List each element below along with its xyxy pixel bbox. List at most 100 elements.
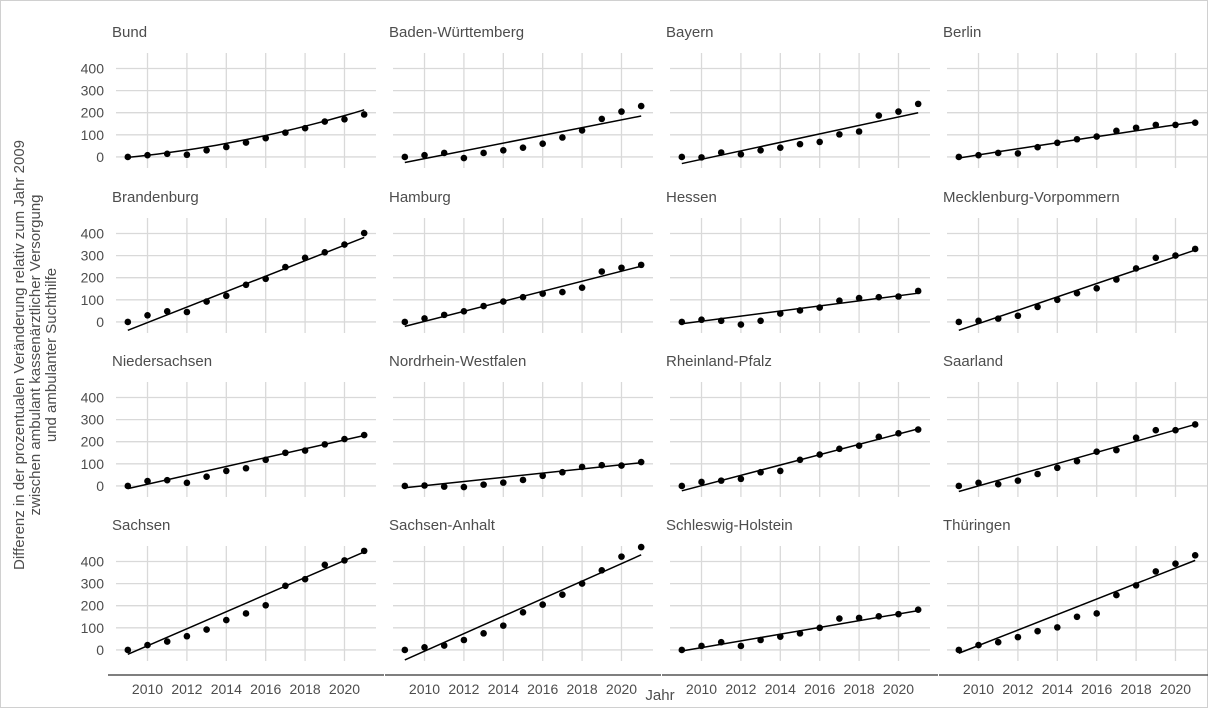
facet-title: Saarland xyxy=(943,353,1003,370)
y-tick-label: 400 xyxy=(81,553,105,569)
data-point xyxy=(1093,610,1100,617)
data-point xyxy=(598,461,606,469)
data-point xyxy=(124,153,132,161)
facet-title: Niedersachsen xyxy=(112,353,212,370)
data-point xyxy=(321,441,329,448)
data-point xyxy=(559,468,566,476)
data-point xyxy=(855,614,863,622)
facet-panel: Berlin xyxy=(943,24,1207,168)
data-point xyxy=(796,140,804,148)
data-point xyxy=(737,475,745,483)
data-point xyxy=(1093,285,1100,292)
data-point xyxy=(895,108,902,115)
data-point xyxy=(1132,124,1140,132)
data-point xyxy=(460,308,468,315)
facet-panel: Saarland xyxy=(943,353,1207,497)
facet-title: Brandenburg xyxy=(112,189,199,206)
data-point xyxy=(460,154,468,162)
data-point xyxy=(836,615,843,622)
data-point xyxy=(717,477,725,484)
data-point xyxy=(796,456,804,464)
data-point xyxy=(955,646,963,654)
data-point xyxy=(777,144,784,151)
data-point xyxy=(678,482,686,490)
data-point xyxy=(203,147,210,154)
x-tick-label: 2018 xyxy=(844,681,875,697)
data-point xyxy=(460,483,468,491)
x-tick-label: 2018 xyxy=(567,681,598,697)
data-point xyxy=(559,591,566,598)
data-point xyxy=(1093,133,1100,140)
y-tick-label: 200 xyxy=(81,105,105,121)
data-point xyxy=(816,138,823,146)
data-point xyxy=(796,307,804,314)
data-point xyxy=(578,463,586,471)
facet-title: Hamburg xyxy=(389,189,451,206)
data-point xyxy=(282,449,289,457)
data-point xyxy=(1014,633,1022,641)
y-tick-label: 300 xyxy=(81,576,105,592)
data-point xyxy=(301,575,309,583)
data-point xyxy=(183,479,191,487)
data-point xyxy=(598,567,606,574)
data-point xyxy=(816,624,823,632)
data-point xyxy=(500,479,507,486)
y-tick-label: 200 xyxy=(81,434,105,450)
data-point xyxy=(440,149,448,157)
data-point xyxy=(914,426,922,433)
data-point xyxy=(460,636,468,644)
data-point xyxy=(360,547,368,555)
y-tick-label: 300 xyxy=(81,83,105,99)
data-point xyxy=(975,641,982,649)
facet-title: Schleswig-Holstein xyxy=(666,517,793,534)
data-point xyxy=(1172,252,1179,259)
data-point xyxy=(1034,470,1041,478)
data-point xyxy=(618,108,625,115)
facet-panel: Niedersachsen 0 100 200 300 400 xyxy=(81,353,376,497)
data-point xyxy=(836,297,843,305)
data-point xyxy=(737,150,745,158)
data-point xyxy=(480,630,487,637)
data-point xyxy=(1014,312,1022,320)
data-point xyxy=(955,482,963,490)
data-point xyxy=(321,118,329,125)
data-point xyxy=(341,557,348,564)
data-point xyxy=(500,298,507,305)
facet-panel: Thüringen 2010 2012 2014 2016 2018 2020 xyxy=(939,517,1208,697)
data-point xyxy=(519,609,527,616)
facet-panel: Hessen xyxy=(666,189,930,333)
data-point xyxy=(341,435,348,443)
y-tick-label: 300 xyxy=(81,412,105,428)
data-point xyxy=(163,638,171,645)
data-point xyxy=(1191,245,1199,253)
data-point xyxy=(539,140,546,147)
x-tick-label: 2010 xyxy=(409,681,440,697)
data-point xyxy=(777,467,784,475)
data-point xyxy=(421,643,428,651)
data-point xyxy=(737,642,745,650)
data-point xyxy=(401,153,409,161)
data-point xyxy=(440,642,448,649)
data-point xyxy=(975,317,982,325)
x-tick-label: 2014 xyxy=(211,681,242,697)
x-tick-label: 2016 xyxy=(804,681,835,697)
facet-title: Nordrhein-Westfalen xyxy=(389,353,526,370)
data-point xyxy=(1152,568,1160,575)
data-point xyxy=(262,601,269,609)
facet-title: Mecklenburg-Vorpommern xyxy=(943,189,1120,206)
data-point xyxy=(975,151,982,159)
y-tick-label: 200 xyxy=(81,270,105,286)
data-point xyxy=(124,646,132,654)
data-point xyxy=(223,467,230,475)
data-point xyxy=(796,630,804,637)
data-point xyxy=(717,317,725,325)
data-point xyxy=(578,580,586,587)
y-tick-label: 100 xyxy=(81,127,105,143)
facet-panel: Rheinland-Pfalz xyxy=(666,353,930,497)
data-point xyxy=(480,481,487,488)
data-point xyxy=(1073,289,1081,297)
data-point xyxy=(717,149,725,156)
x-tick-label: 2020 xyxy=(329,681,360,697)
data-point xyxy=(816,451,823,458)
facet-panel: Brandenburg 0 100 200 300 400 xyxy=(81,189,376,333)
